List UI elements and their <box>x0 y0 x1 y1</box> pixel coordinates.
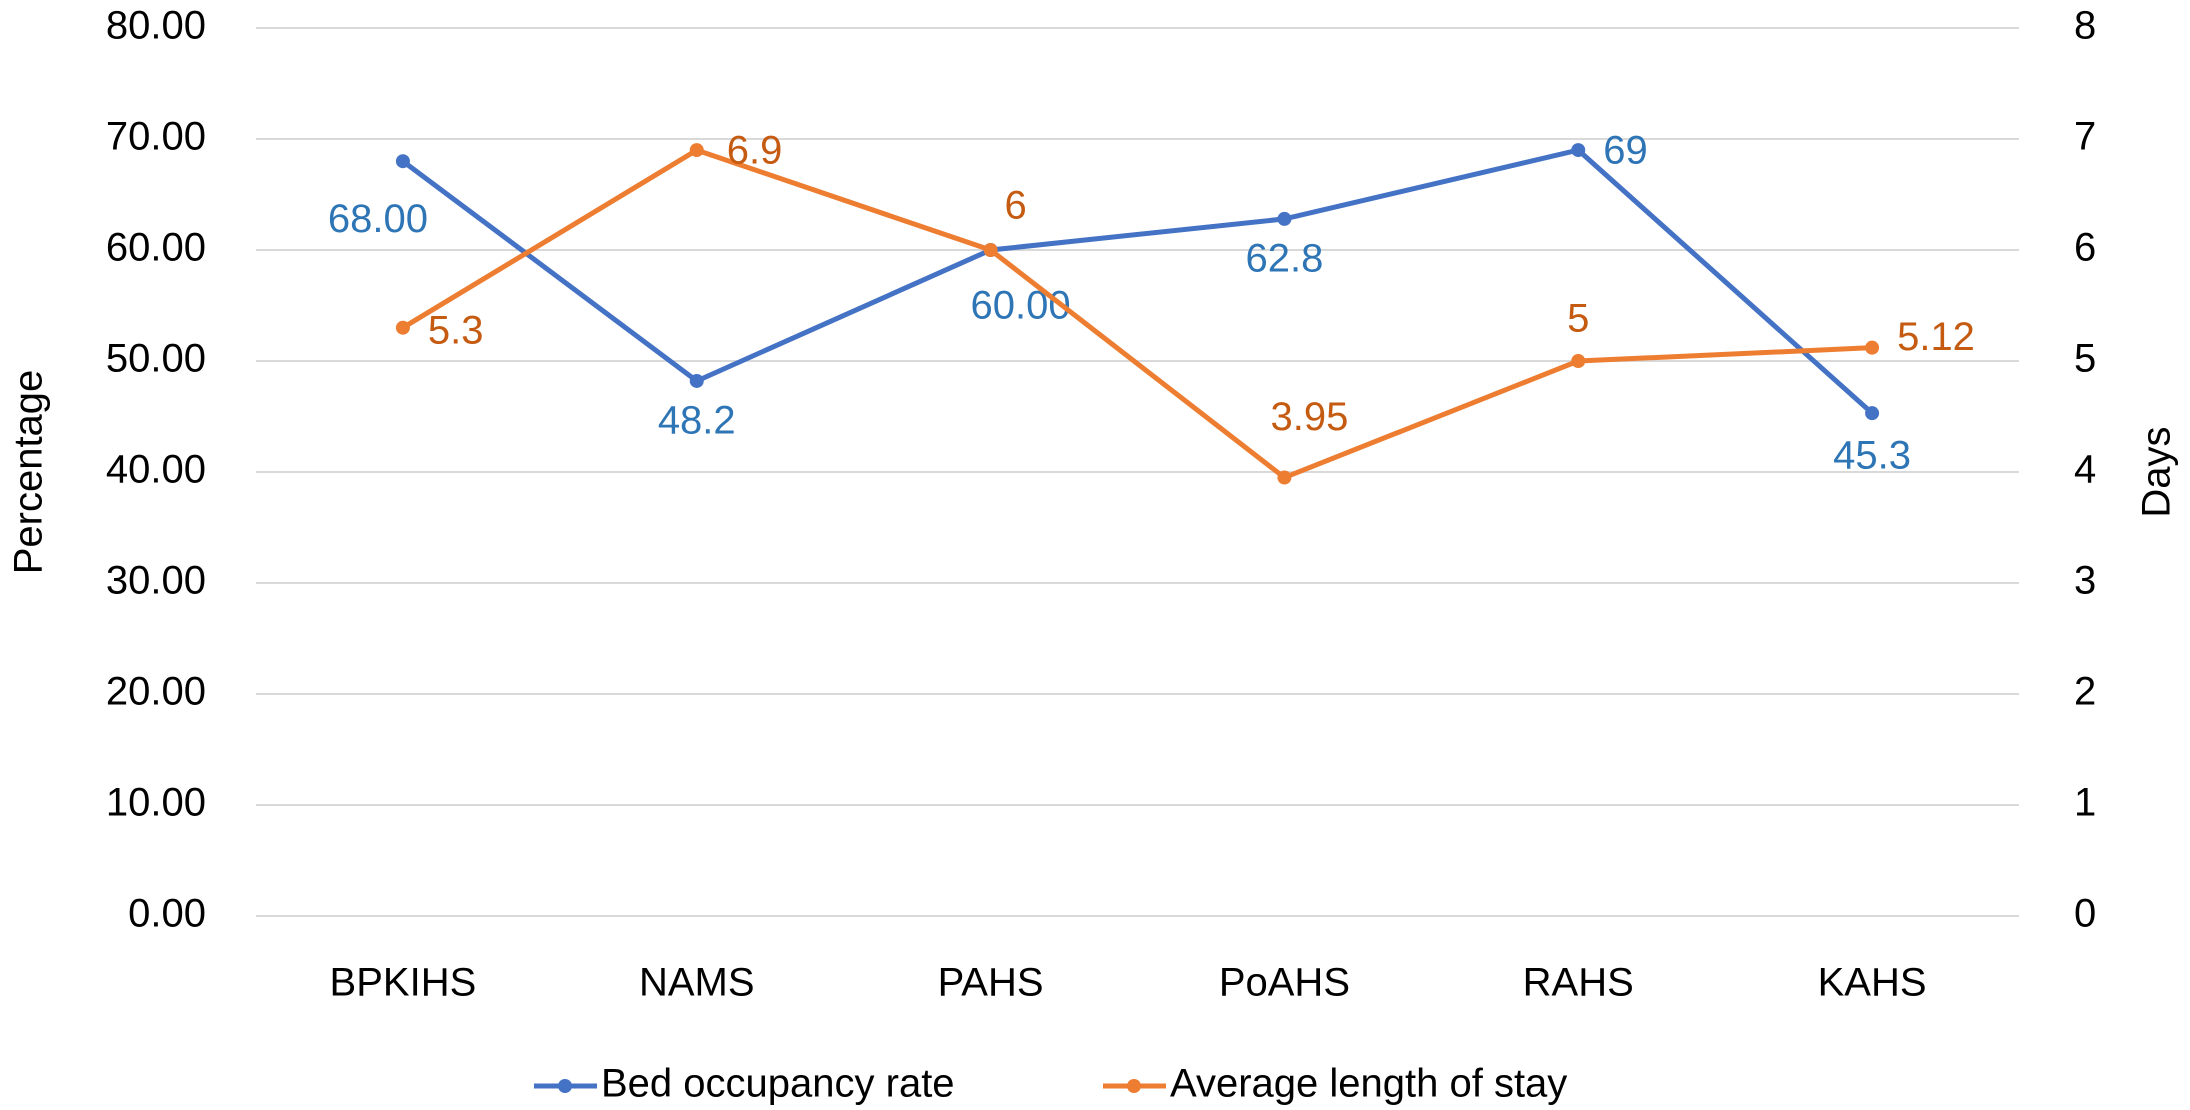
y-tick-label: 0.00 <box>128 892 206 936</box>
legend-label: Average length of stay <box>1170 1062 1567 1106</box>
y-tick-label: 70.00 <box>106 115 206 159</box>
y-axis-title: Percentage <box>7 370 51 575</box>
data-label: 6 <box>1004 184 1026 228</box>
data-label: 69 <box>1603 129 1648 173</box>
x-tick-label: KAHS <box>1818 961 1927 1005</box>
x-tick-label: RAHS <box>1523 961 1634 1005</box>
data-label: 68.00 <box>328 197 428 241</box>
point <box>1277 211 1292 226</box>
y2-tick-label: 2 <box>2074 670 2096 714</box>
series-line <box>401 147 1874 416</box>
legend-label: Bed occupancy rate <box>601 1062 955 1106</box>
y-tick-label: 80.00 <box>106 4 206 48</box>
y-tick-label: 30.00 <box>106 559 206 603</box>
data-label: 6.9 <box>727 129 783 173</box>
data-label: 45.3 <box>1833 434 1911 478</box>
data-label: 5.3 <box>428 308 484 352</box>
y-tick-label: 40.00 <box>106 448 206 492</box>
y2-tick-label: 3 <box>2074 559 2096 603</box>
data-label: 60.00 <box>971 284 1071 328</box>
y2-tick-label: 1 <box>2074 781 2096 825</box>
x-tick-label: PAHS <box>938 961 1044 1005</box>
y2-tick-label: 4 <box>2074 448 2096 492</box>
point <box>1865 406 1880 421</box>
data-label: 62.8 <box>1245 236 1323 280</box>
point <box>1571 354 1586 368</box>
data-label: 3.95 <box>1270 395 1348 439</box>
y-tick-label: 60.00 <box>106 226 206 270</box>
x-tick-label: BPKIHS <box>330 961 477 1005</box>
y2-tick-label: 5 <box>2074 337 2096 381</box>
legend-marker <box>558 1079 572 1093</box>
y2-tick-label: 6 <box>2074 226 2096 270</box>
y-tick-label: 20.00 <box>106 670 206 714</box>
point <box>1865 340 1880 355</box>
y-tick-label: 50.00 <box>106 337 206 381</box>
y-tick-label: 10.00 <box>106 781 206 825</box>
point <box>395 154 410 169</box>
y2-tick-label: 0 <box>2074 892 2096 936</box>
y2-tick-label: 8 <box>2074 4 2096 48</box>
data-label: 5 <box>1567 297 1589 341</box>
y2-axis-title: Days <box>2135 426 2179 517</box>
point <box>689 373 704 388</box>
x-tick-label: NAMS <box>639 961 755 1005</box>
y2-tick-label: 7 <box>2074 115 2096 159</box>
data-label: 5.12 <box>1897 315 1975 359</box>
x-tick-label: PoAHS <box>1219 961 1350 1005</box>
data-label: 48.2 <box>658 399 736 443</box>
point <box>1277 470 1292 485</box>
point <box>395 320 410 335</box>
legend-marker <box>1127 1079 1141 1093</box>
series-line <box>401 147 1873 481</box>
point <box>689 143 704 158</box>
point <box>1571 143 1586 158</box>
point <box>983 243 998 257</box>
